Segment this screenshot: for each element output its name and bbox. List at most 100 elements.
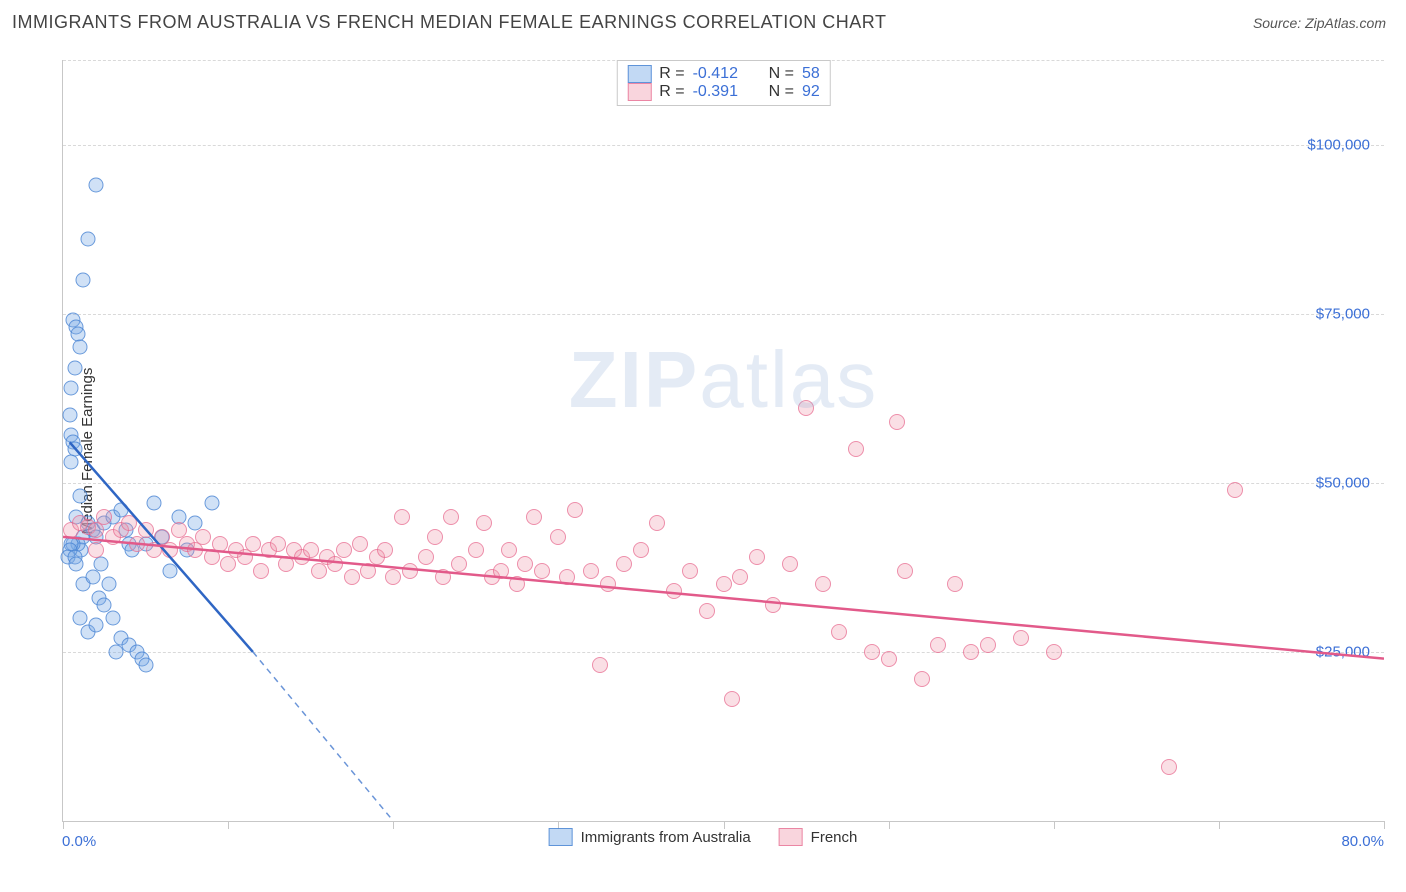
scatter-point-fr: [435, 569, 451, 585]
scatter-point-aus: [102, 577, 117, 592]
scatter-point-fr: [815, 576, 831, 592]
scatter-point-aus: [69, 556, 84, 571]
scatter-point-fr: [327, 556, 343, 572]
scatter-point-fr: [162, 542, 178, 558]
legend-item-aus: Immigrants from Australia: [549, 828, 751, 846]
scatter-point-fr: [336, 542, 352, 558]
y-tick-label: $75,000: [1316, 305, 1370, 322]
scatter-point-aus: [64, 455, 79, 470]
scatter-point-fr: [1046, 644, 1062, 660]
scatter-point-aus: [64, 381, 79, 396]
source-label: Source: ZipAtlas.com: [1253, 15, 1386, 31]
scatter-point-aus: [67, 360, 82, 375]
scatter-point-fr: [881, 651, 897, 667]
scatter-point-fr: [798, 400, 814, 416]
scatter-point-fr: [592, 657, 608, 673]
scatter-point-aus: [72, 489, 87, 504]
swatch-pink: [627, 83, 651, 101]
scatter-point-fr: [344, 569, 360, 585]
scatter-point-fr: [930, 637, 946, 653]
plot-area: ZIPatlas R = -0.412 N = 58 R = -0.391 N …: [62, 60, 1384, 822]
scatter-point-fr: [360, 563, 376, 579]
scatter-point-fr: [245, 536, 261, 552]
scatter-point-aus: [72, 611, 87, 626]
x-tick: [393, 821, 394, 829]
scatter-point-fr: [443, 509, 459, 525]
scatter-point-fr: [418, 549, 434, 565]
scatter-point-fr: [897, 563, 913, 579]
scatter-point-fr: [451, 556, 467, 572]
legend-row-fr: R = -0.391 N = 92: [627, 83, 819, 101]
scatter-point-fr: [377, 542, 393, 558]
trend-lines: [63, 60, 1384, 821]
y-tick-label: $100,000: [1307, 136, 1370, 153]
gridline: [63, 314, 1384, 315]
gridline: [63, 652, 1384, 653]
scatter-point-fr: [947, 576, 963, 592]
scatter-point-fr: [699, 603, 715, 619]
x-axis-min-label: 0.0%: [62, 833, 96, 850]
scatter-point-fr: [526, 509, 542, 525]
scatter-point-fr: [716, 576, 732, 592]
legend-row-aus: R = -0.412 N = 58: [627, 65, 819, 83]
scatter-point-fr: [616, 556, 632, 572]
scatter-point-aus: [146, 496, 161, 511]
scatter-point-fr: [352, 536, 368, 552]
scatter-point-fr: [204, 549, 220, 565]
scatter-point-fr: [394, 509, 410, 525]
scatter-point-fr: [468, 542, 484, 558]
scatter-point-fr: [402, 563, 418, 579]
scatter-point-fr: [212, 536, 228, 552]
scatter-point-fr: [649, 515, 665, 531]
y-tick-label: $25,000: [1316, 643, 1370, 660]
scatter-point-fr: [600, 576, 616, 592]
scatter-point-fr: [682, 563, 698, 579]
y-tick-label: $50,000: [1316, 474, 1370, 491]
scatter-point-fr: [253, 563, 269, 579]
series-legend: Immigrants from Australia French: [549, 828, 858, 846]
scatter-point-aus: [204, 496, 219, 511]
scatter-point-fr: [1227, 482, 1243, 498]
scatter-point-fr: [237, 549, 253, 565]
scatter-point-fr: [666, 583, 682, 599]
scatter-point-fr: [138, 522, 154, 538]
scatter-point-fr: [476, 515, 492, 531]
watermark: ZIPatlas: [569, 334, 878, 426]
scatter-point-aus: [163, 563, 178, 578]
correlation-legend: R = -0.412 N = 58 R = -0.391 N = 92: [616, 60, 830, 106]
swatch-pink-icon: [779, 828, 803, 846]
scatter-point-fr: [517, 556, 533, 572]
scatter-point-aus: [138, 658, 153, 673]
x-tick: [228, 821, 229, 829]
scatter-point-fr: [270, 536, 286, 552]
scatter-point-fr: [129, 536, 145, 552]
scatter-point-fr: [121, 515, 137, 531]
scatter-point-fr: [1013, 630, 1029, 646]
scatter-point-fr: [724, 691, 740, 707]
gridline: [63, 145, 1384, 146]
x-tick: [889, 821, 890, 829]
scatter-point-fr: [220, 556, 236, 572]
scatter-point-fr: [385, 569, 401, 585]
scatter-point-fr: [195, 529, 211, 545]
swatch-blue-icon: [549, 828, 573, 846]
scatter-point-aus: [72, 340, 87, 355]
scatter-point-fr: [583, 563, 599, 579]
scatter-point-aus: [62, 408, 77, 423]
scatter-point-fr: [963, 644, 979, 660]
scatter-point-fr: [493, 563, 509, 579]
scatter-point-fr: [146, 542, 162, 558]
scatter-point-aus: [89, 178, 104, 193]
chart-title: IMMIGRANTS FROM AUSTRALIA VS FRENCH MEDI…: [12, 12, 886, 33]
scatter-point-fr: [831, 624, 847, 640]
swatch-blue: [627, 65, 651, 83]
x-axis-max-label: 80.0%: [1341, 833, 1384, 850]
scatter-point-fr: [980, 637, 996, 653]
scatter-point-fr: [559, 569, 575, 585]
scatter-point-fr: [534, 563, 550, 579]
scatter-point-fr: [914, 671, 930, 687]
scatter-point-fr: [864, 644, 880, 660]
scatter-point-fr: [303, 542, 319, 558]
scatter-point-fr: [501, 542, 517, 558]
chart-container: Median Female Earnings ZIPatlas R = -0.4…: [12, 50, 1394, 852]
